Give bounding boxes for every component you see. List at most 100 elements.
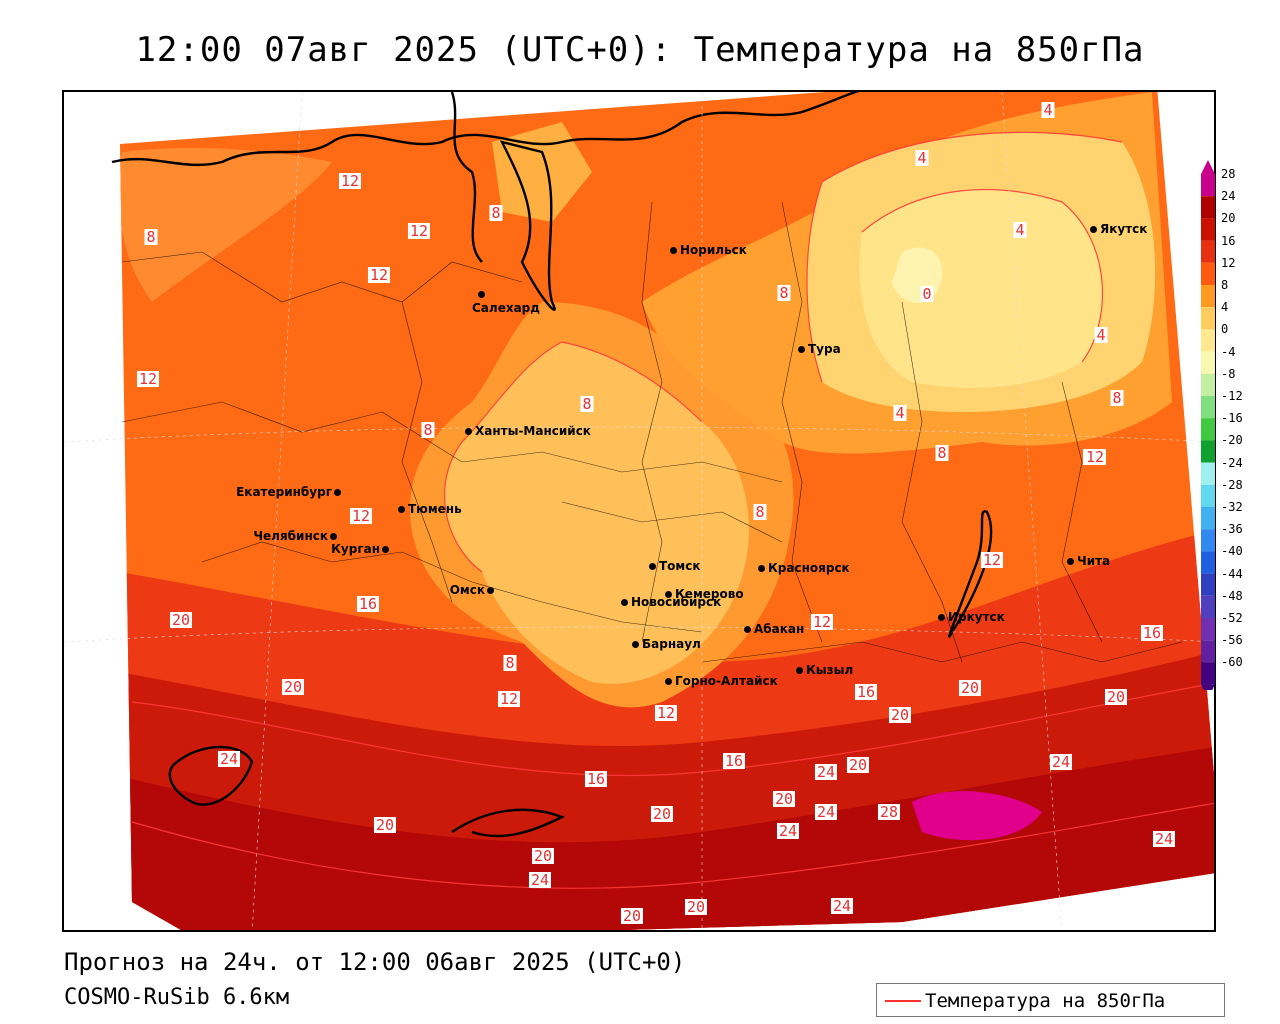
contour-value-label: 8 (935, 444, 949, 462)
city-dot (1067, 558, 1074, 565)
city-dot (621, 599, 628, 606)
city-name: Екатеринбург (236, 485, 332, 499)
colorbar-segment (1201, 662, 1215, 685)
contour-value-label: 24 (814, 803, 838, 821)
contour-value-label: 12 (980, 551, 1004, 569)
colorbar-tick-label: -4 (1221, 344, 1236, 359)
colorbar-tick-label: 4 (1221, 300, 1229, 315)
city-dot (334, 489, 341, 496)
city-name: Тура (808, 342, 841, 356)
contour-value-label: 20 (373, 816, 397, 834)
model-caption: COSMO-RuSib 6.6км (64, 985, 290, 1010)
colorbar-tick-label: -52 (1221, 611, 1243, 625)
city-name: Кызыл (806, 663, 854, 677)
city-dot (465, 428, 472, 435)
contour-value-label: 12 (497, 690, 521, 708)
contour-value-label: 20 (531, 847, 555, 865)
contour-value-label: 20 (958, 679, 982, 697)
contour-value-label: 12 (367, 266, 391, 284)
contour-value-label: 4 (915, 149, 929, 167)
contour-value-label: 20 (846, 756, 870, 774)
contour-value-label: 28 (877, 803, 901, 821)
colorbar-segment (1201, 551, 1215, 574)
contour-value-label: 20 (169, 611, 193, 629)
contour-value-label: 8 (777, 284, 791, 302)
contour-value-label: 20 (1104, 688, 1128, 706)
city-name: Новосибирск (631, 595, 722, 609)
city-dot (398, 506, 405, 513)
city-dot (938, 614, 945, 621)
colorbar-tick-label: 24 (1221, 189, 1236, 204)
colorbar-tick-label: -24 (1221, 455, 1243, 470)
colorbar-segment (1201, 240, 1215, 263)
contour-value-label: 24 (830, 897, 854, 915)
colorbar-segment (1201, 573, 1215, 596)
temperature-map (62, 90, 1216, 932)
city-name: Томск (659, 559, 701, 573)
contour-value-label: 8 (580, 395, 594, 413)
city-dot (330, 533, 337, 540)
city-name: Кемерово (675, 587, 744, 601)
city-name: Барнаул (642, 637, 701, 651)
colorbar-tick-label: -20 (1221, 433, 1243, 448)
colorbar-segment (1201, 196, 1215, 219)
contour-value-label: 4 (1094, 326, 1108, 344)
contour-value-label: 12 (407, 222, 431, 240)
contour-value-label: 12 (810, 613, 834, 631)
colorbar-segment (1201, 595, 1215, 618)
colorbar-bottom-arrow (1201, 684, 1215, 690)
contour-value-label: 4 (1013, 221, 1027, 239)
colorbar-tick-label: 12 (1221, 255, 1236, 270)
colorbar-tick-label: 28 (1221, 167, 1236, 181)
colorbar-segment (1201, 440, 1215, 463)
colorbar-segment (1201, 484, 1215, 507)
city-name: Абакан (754, 622, 805, 636)
contour-value-label: 0 (920, 285, 934, 303)
contour-value-label: 20 (888, 706, 912, 724)
city-name: Горно-Алтайск (675, 674, 778, 688)
city-dot (382, 546, 389, 553)
contour-value-label: 12 (1083, 448, 1107, 466)
contour-value-label: 12 (136, 370, 160, 388)
contour-value-label: 24 (217, 750, 241, 768)
graticule (64, 92, 1214, 930)
contour-value-label: 24 (1049, 753, 1073, 771)
city-dot (744, 626, 751, 633)
contour-value-label: 4 (1041, 101, 1055, 119)
city-name: Челябинск (253, 529, 328, 543)
city-dot (1090, 226, 1097, 233)
contour-value-label: 24 (776, 822, 800, 840)
colorbar-tick-label: -12 (1221, 389, 1243, 403)
colorbar-segment (1201, 262, 1215, 285)
colorbar-tick-label: -48 (1221, 588, 1243, 603)
colorbar-segment (1201, 218, 1215, 241)
legend-line-swatch (885, 1000, 921, 1002)
contour-value-label: 20 (684, 898, 708, 916)
colorbar-tick-label: -36 (1221, 522, 1243, 537)
contour-value-label: 8 (753, 503, 767, 521)
city-name: Чита (1077, 554, 1111, 568)
contour-value-label: 12 (349, 507, 373, 525)
city-dot (649, 563, 656, 570)
city-dot (758, 565, 765, 572)
colorbar-tick-label: -32 (1221, 500, 1243, 514)
contour-value-label: 8 (503, 654, 517, 672)
colorbar-top-arrow (1201, 160, 1215, 174)
colorbar-segment (1201, 418, 1215, 441)
colorbar-segment (1201, 329, 1215, 352)
city-dot (796, 667, 803, 674)
colorbar-tick-label: -60 (1221, 655, 1243, 670)
colorbar-segment (1201, 174, 1215, 197)
colorbar-tick-label: -56 (1221, 633, 1243, 648)
contour-value-label: 16 (584, 770, 608, 788)
contour-value-label: 20 (772, 790, 796, 808)
contour-value-label: 8 (489, 204, 503, 222)
colorbar-tick-label: -8 (1221, 366, 1236, 381)
city-name: Иркутск (948, 610, 1005, 624)
region-boundaries (121, 201, 1183, 663)
city-name: Ханты-Мансийск (475, 424, 591, 438)
colorbar-segment (1201, 462, 1215, 485)
map-title: 12:00 07авг 2025 (UTC+0): Температура на… (135, 30, 1145, 70)
contour-value-label: 16 (356, 595, 380, 613)
colorbar-segment (1201, 507, 1215, 530)
